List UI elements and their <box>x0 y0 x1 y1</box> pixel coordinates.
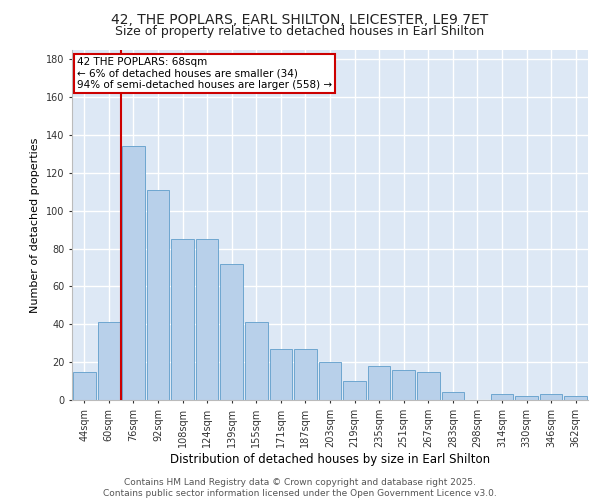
Bar <box>294 349 317 400</box>
Bar <box>245 322 268 400</box>
Bar <box>269 349 292 400</box>
Bar <box>122 146 145 400</box>
Bar <box>98 322 120 400</box>
Bar <box>343 381 366 400</box>
Y-axis label: Number of detached properties: Number of detached properties <box>31 138 40 312</box>
Text: Size of property relative to detached houses in Earl Shilton: Size of property relative to detached ho… <box>115 25 485 38</box>
Bar <box>73 372 95 400</box>
Bar <box>491 394 514 400</box>
Bar <box>171 239 194 400</box>
Bar <box>565 396 587 400</box>
Bar <box>220 264 243 400</box>
Bar <box>540 394 562 400</box>
Bar <box>196 239 218 400</box>
Bar <box>319 362 341 400</box>
Text: 42 THE POPLARS: 68sqm
← 6% of detached houses are smaller (34)
94% of semi-detac: 42 THE POPLARS: 68sqm ← 6% of detached h… <box>77 57 332 90</box>
Bar <box>146 190 169 400</box>
Text: Contains HM Land Registry data © Crown copyright and database right 2025.
Contai: Contains HM Land Registry data © Crown c… <box>103 478 497 498</box>
Bar <box>515 396 538 400</box>
Bar <box>417 372 440 400</box>
Text: 42, THE POPLARS, EARL SHILTON, LEICESTER, LE9 7ET: 42, THE POPLARS, EARL SHILTON, LEICESTER… <box>112 12 488 26</box>
Bar <box>368 366 391 400</box>
Bar <box>392 370 415 400</box>
X-axis label: Distribution of detached houses by size in Earl Shilton: Distribution of detached houses by size … <box>170 452 490 466</box>
Bar <box>442 392 464 400</box>
